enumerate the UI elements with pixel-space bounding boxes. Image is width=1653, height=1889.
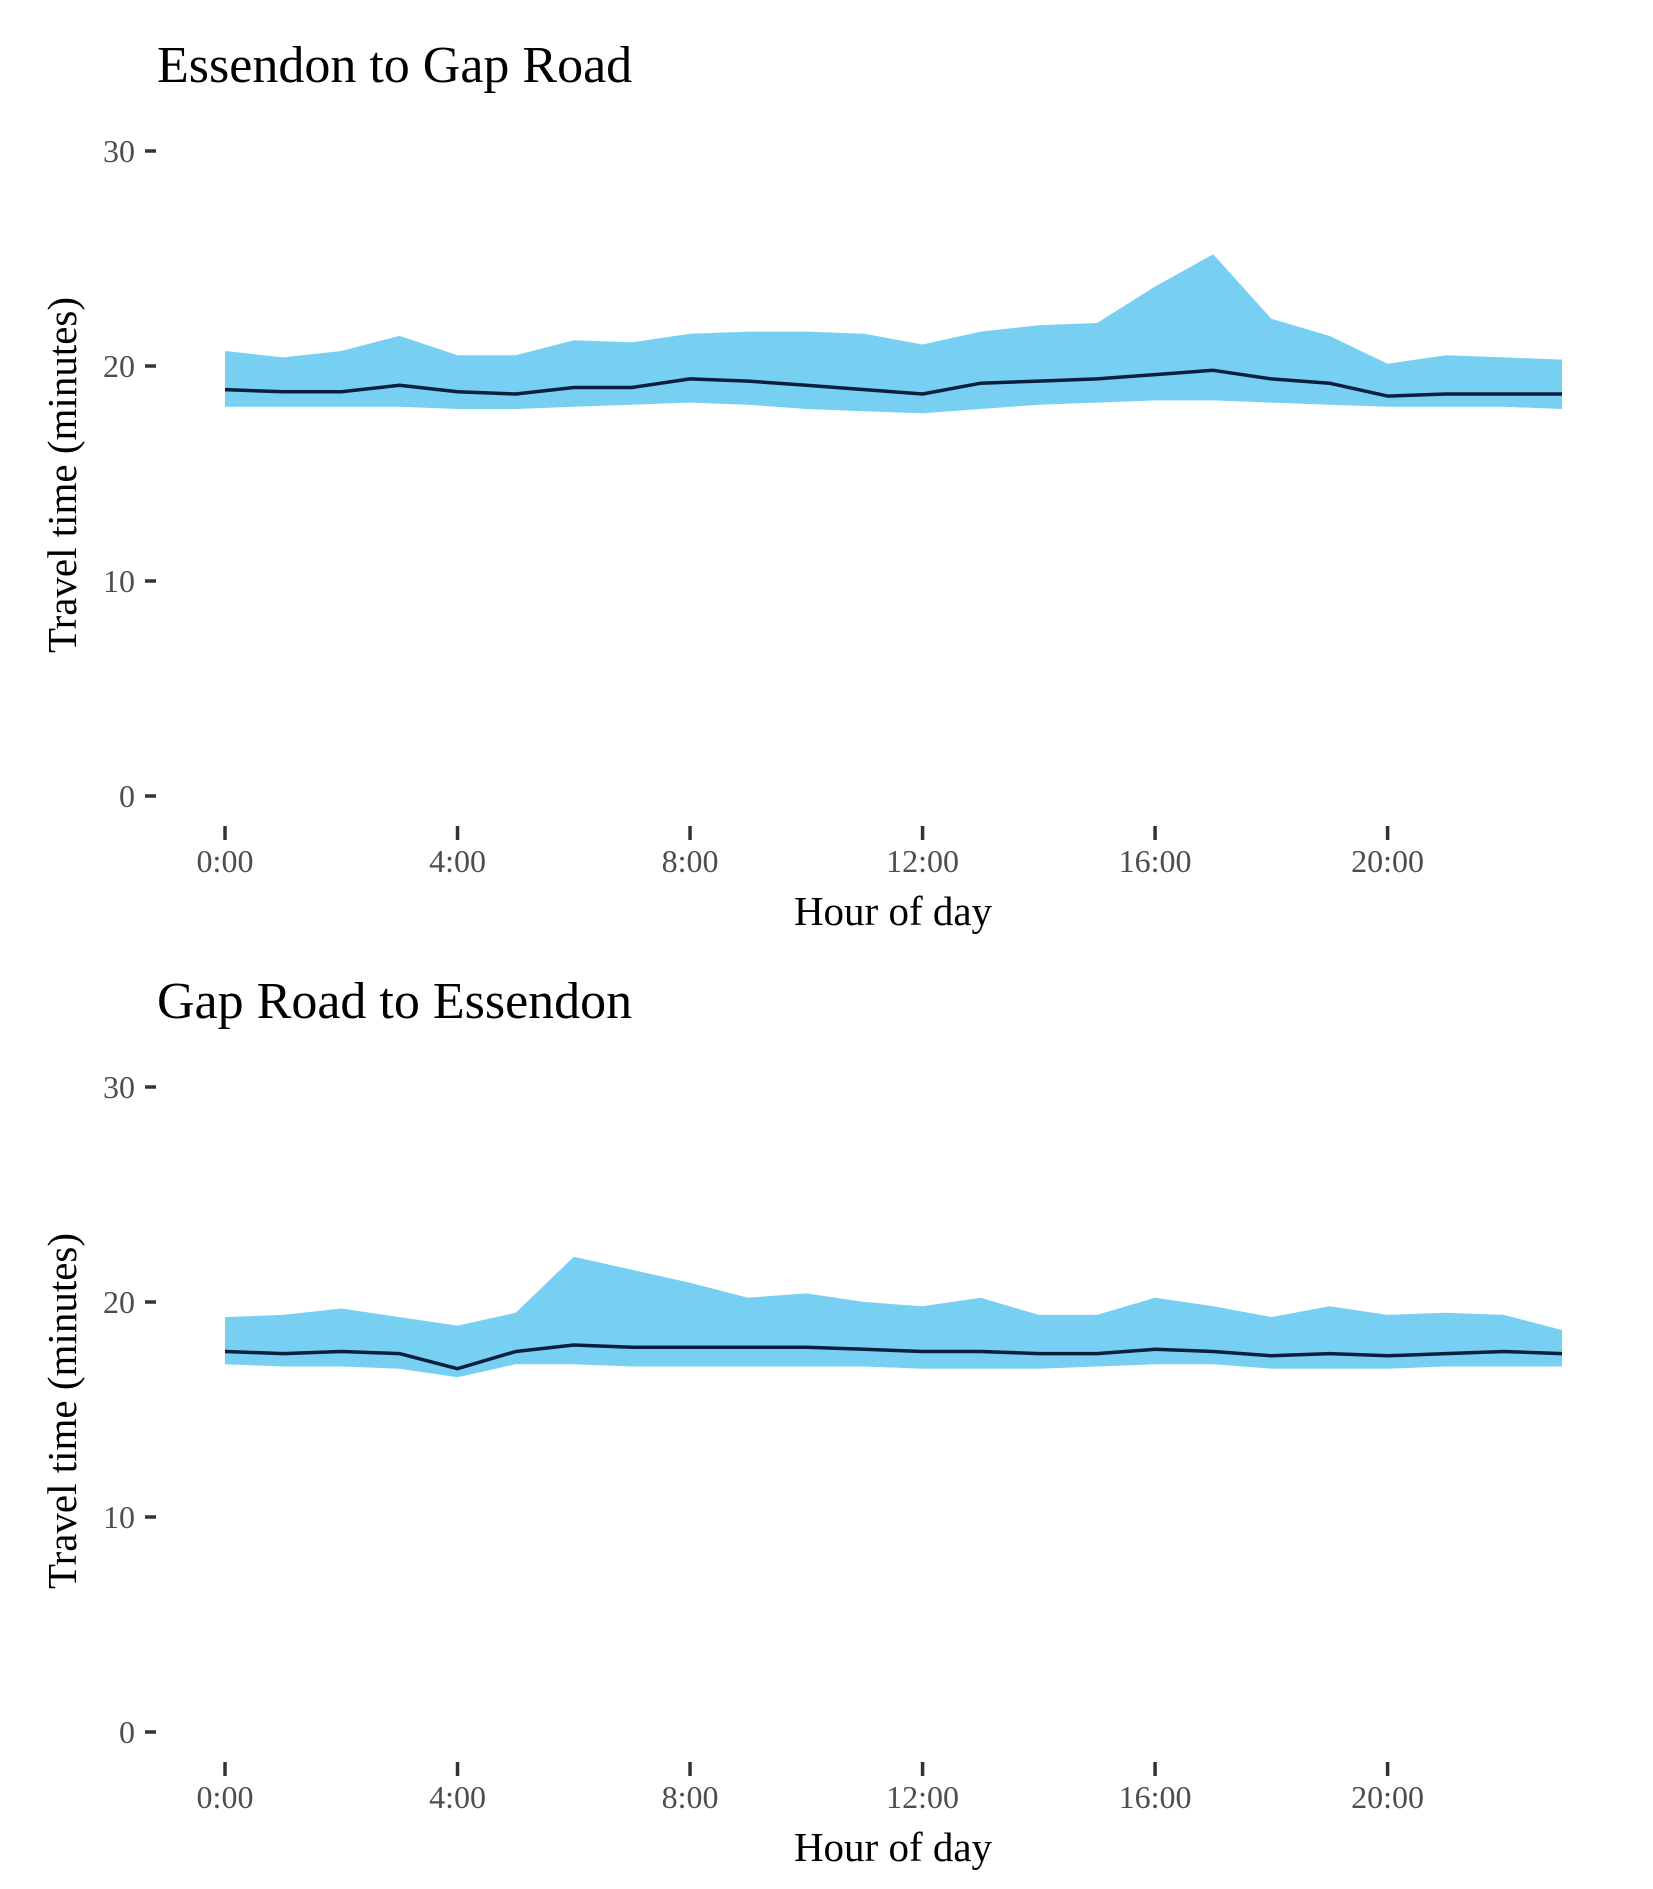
y-tick-label: 20 xyxy=(103,348,135,384)
chart-panel-gap-road-to-essendon: Gap Road to Essendon Travel time (minute… xyxy=(0,936,1653,1880)
y-tick-label: 10 xyxy=(103,1499,135,1535)
x-tick-label: 4:00 xyxy=(429,843,486,879)
y-tick-label: 30 xyxy=(103,1069,135,1105)
x-tick-label: 20:00 xyxy=(1351,843,1424,879)
y-axis-title: Travel time (minutes) xyxy=(39,297,85,653)
chart-title: Essendon to Gap Road xyxy=(157,37,632,94)
median-line xyxy=(224,368,1562,398)
plot-area: 0 10 20 30 0:00 4:00 8:00 12:00 16:00 20:00 xyxy=(103,133,1562,879)
y-tick-label: 0 xyxy=(119,778,135,814)
plot-area: 0 10 20 30 0:00 4:00 8:00 12:00 16:00 20:00 xyxy=(103,1069,1563,1815)
y-tick-label: 10 xyxy=(103,563,135,599)
y-axis-title: Travel time (minutes) xyxy=(39,1233,85,1589)
chart-svg: Gap Road to Essendon Travel time (minute… xyxy=(39,973,1563,1870)
x-tick-label: 0:00 xyxy=(197,843,254,879)
x-axis-title: Hour of day xyxy=(794,888,993,934)
x-tick-label: 4:00 xyxy=(429,1779,486,1815)
x-tick-label: 12:00 xyxy=(886,1779,959,1815)
x-tick-label: 16:00 xyxy=(1119,843,1192,879)
y-tick-label: 30 xyxy=(103,133,135,169)
y-tick-label: 20 xyxy=(103,1284,135,1320)
x-tick-label: 8:00 xyxy=(662,1779,719,1815)
x-tick-label: 20:00 xyxy=(1351,1779,1424,1815)
chart-title: Gap Road to Essendon xyxy=(157,973,632,1030)
x-axis-title: Hour of day xyxy=(794,1824,993,1870)
x-tick-label: 0:00 xyxy=(197,1779,254,1815)
y-tick-label: 0 xyxy=(119,1714,135,1750)
x-tick-label: 8:00 xyxy=(662,843,719,879)
median-line xyxy=(224,1343,1563,1371)
chart-svg: Essendon to Gap Road Travel time (minute… xyxy=(39,37,1562,934)
x-tick-label: 12:00 xyxy=(886,843,959,879)
chart-panel-essendon-to-gap-road: Essendon to Gap Road Travel time (minute… xyxy=(0,0,1653,944)
x-tick-label: 16:00 xyxy=(1119,1779,1192,1815)
